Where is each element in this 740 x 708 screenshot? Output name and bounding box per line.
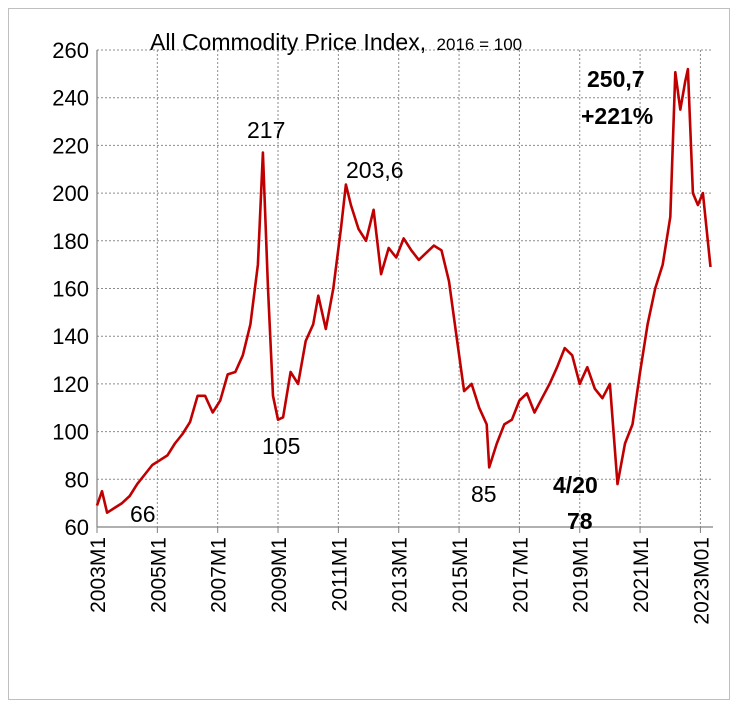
- title-text: All Commodity Price Index,: [150, 29, 426, 55]
- subtitle-text: 2016 = 100: [437, 35, 523, 54]
- annotations: 66 217 105 203,6 85 4/20 78 250,7 +221%: [130, 66, 653, 534]
- annotation-78: 78: [567, 508, 593, 534]
- series-line: [95, 67, 712, 514]
- annotation-105: 105: [262, 433, 300, 459]
- annotation-4-20: 4/20: [553, 472, 598, 498]
- chart-frame: [8, 8, 730, 700]
- x-tick-label: 2017M1: [509, 537, 532, 613]
- y-tick-label: 60: [65, 515, 89, 540]
- x-tick-label: 2009M1: [268, 537, 291, 613]
- y-tick-label: 220: [52, 133, 89, 158]
- x-tick-label: 2021M1: [630, 537, 653, 613]
- y-tick-label: 80: [65, 467, 89, 492]
- annotation-203-6: 203,6: [346, 157, 404, 183]
- x-tick-label: 2023M01: [690, 537, 713, 625]
- y-tick-label: 260: [52, 38, 89, 63]
- gridlines: [97, 49, 713, 527]
- y-tick-label: 120: [52, 372, 89, 397]
- svg-text:All Commodity Price Index,: All Commodity Price Index, 2016 = 100: [150, 29, 522, 55]
- chart-title: All Commodity Price Index, 2016 = 100: [150, 29, 522, 55]
- x-tick-label: 2019M1: [570, 537, 593, 613]
- y-tick-label: 180: [52, 229, 89, 254]
- y-tick-label: 100: [52, 420, 89, 445]
- x-tick-label: 2007M1: [208, 537, 231, 613]
- annotation-85: 85: [471, 481, 497, 507]
- x-tick-label: 2013M1: [389, 537, 412, 613]
- x-tick-label: 2011M1: [328, 537, 351, 611]
- y-tick-label: 160: [52, 277, 89, 302]
- y-axis-ticks: 60 80 100 120 140 160 180 200 220 240 260: [52, 38, 89, 540]
- x-axis-ticks: 2003M1 2005M1 2007M1 2009M1 2011M1 2013M1 2015…: [87, 527, 713, 625]
- annotation-250-7: 250,7: [587, 66, 645, 92]
- axes: [96, 50, 713, 528]
- y-tick-label: 140: [52, 324, 89, 349]
- annotation-66: 66: [130, 501, 156, 527]
- x-tick-label: 2015M1: [449, 537, 472, 613]
- x-tick-label: 2005M1: [147, 537, 170, 613]
- x-tick-label: 2003M1: [87, 537, 110, 613]
- annotation-217: 217: [247, 117, 285, 143]
- annotation-221pct: +221%: [581, 103, 653, 129]
- y-tick-label: 240: [52, 86, 89, 111]
- y-tick-label: 200: [52, 181, 89, 206]
